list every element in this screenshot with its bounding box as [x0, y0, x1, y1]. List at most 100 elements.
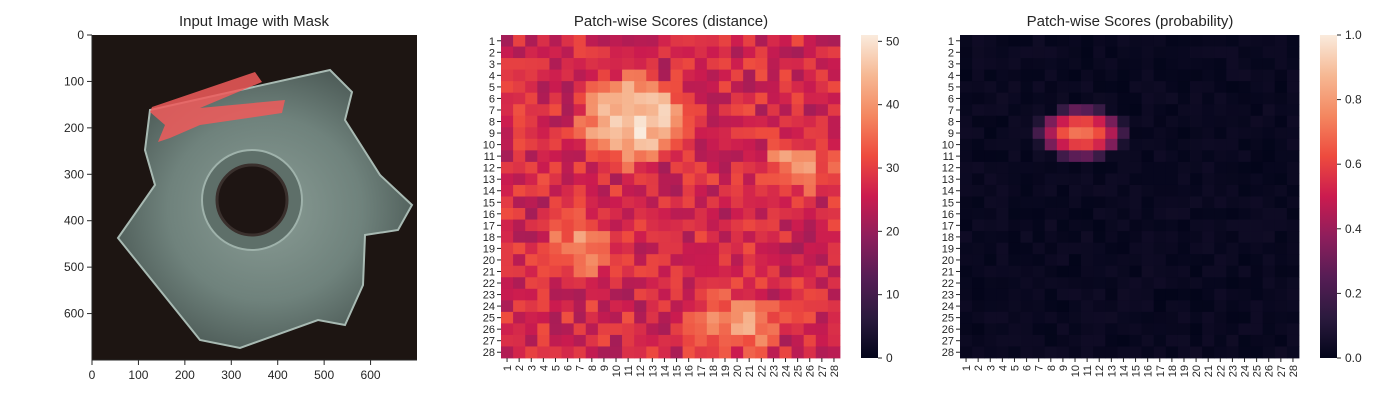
heatmap-cell	[1250, 334, 1264, 347]
heatmap-cell	[1068, 150, 1082, 163]
heatmap-cell	[1141, 288, 1155, 301]
heatmap-cell	[634, 208, 647, 220]
heatmap-cell	[1165, 277, 1179, 290]
y-tick-label: 28	[483, 347, 495, 359]
distance-heatmap-cells	[501, 35, 841, 359]
heatmap-cell	[670, 242, 684, 255]
heatmap-cell	[573, 254, 587, 267]
heatmap-cell	[1093, 127, 1106, 140]
heatmap-cell	[525, 288, 538, 301]
heatmap-cell	[1177, 92, 1191, 105]
heatmap-cell	[1153, 150, 1167, 163]
heatmap-cell	[767, 104, 780, 117]
heatmap-cell	[767, 219, 780, 232]
heatmap-cell	[1105, 138, 1118, 151]
heatmap-cell	[1032, 92, 1046, 105]
heatmap-cell	[996, 311, 1009, 324]
heatmap-cell	[525, 196, 538, 209]
heatmap-cell	[585, 219, 599, 232]
heatmap-cell	[1214, 138, 1227, 151]
heatmap-cell	[646, 323, 659, 336]
heatmap-cell	[658, 196, 671, 209]
heatmap-cell	[1165, 208, 1179, 220]
heatmap-cell	[743, 323, 756, 336]
heatmap-cell	[1093, 288, 1106, 301]
heatmap-cell	[1165, 288, 1179, 301]
heatmap-cell	[609, 161, 623, 174]
heatmap-cell	[1226, 300, 1239, 313]
heatmap-cell	[1044, 115, 1058, 128]
heatmap-cell	[609, 254, 623, 267]
heatmap-cell	[1214, 231, 1227, 244]
heatmap-cell	[1008, 173, 1021, 186]
heatmap-cell	[1250, 311, 1264, 324]
heatmap-cell	[960, 265, 973, 278]
heatmap-cell	[767, 115, 780, 128]
heatmap-cell	[1202, 288, 1215, 301]
heatmap-cell	[597, 219, 611, 232]
heatmap-cell	[1117, 300, 1130, 313]
heatmap-cell	[634, 254, 647, 267]
heatmap-cell	[1056, 208, 1070, 220]
heatmap-cell	[1177, 277, 1191, 290]
heatmap-cell	[646, 311, 659, 324]
heatmap-cell	[1008, 346, 1021, 359]
heatmap-cell	[815, 208, 829, 220]
heatmap-cell	[694, 265, 708, 278]
heatmap-cell	[1274, 346, 1288, 359]
heatmap-cell	[694, 92, 708, 105]
x-tick-label: 28	[829, 365, 841, 377]
heatmap-cell	[622, 254, 635, 267]
heatmap-cell	[743, 288, 756, 301]
heatmap-cell	[622, 277, 635, 290]
heatmap-cell	[718, 161, 732, 174]
x-tick-label: 24	[781, 365, 793, 377]
heatmap-cell	[1286, 92, 1300, 105]
heatmap-cell	[996, 138, 1009, 151]
heatmap-cell	[1032, 46, 1046, 59]
heatmap-cell	[1056, 334, 1070, 347]
heatmap-cell	[1093, 242, 1106, 255]
heatmap-cell	[1165, 242, 1179, 255]
heatmap-cell	[658, 150, 671, 163]
heatmap-cell	[634, 242, 647, 255]
heatmap-cell	[960, 69, 973, 82]
heatmap-cell	[755, 219, 768, 232]
heatmap-cell	[561, 69, 575, 82]
heatmap-cell	[815, 92, 829, 105]
heatmap-cell	[1177, 58, 1191, 71]
heatmap-cell	[803, 46, 817, 59]
heatmap-cell	[1214, 323, 1227, 336]
heatmap-cell	[658, 346, 671, 359]
heatmap-cell	[1081, 300, 1094, 313]
heatmap-cell	[682, 242, 696, 255]
heatmap-cell	[743, 161, 756, 174]
heatmap-cell	[561, 184, 575, 197]
heatmap-cell	[803, 288, 817, 301]
heatmap-cell	[682, 196, 696, 209]
heatmap-cell	[1141, 173, 1155, 186]
heatmap-cell	[827, 58, 841, 71]
heatmap-cell	[1020, 138, 1034, 151]
heatmap-cell	[731, 231, 744, 244]
heatmap-cell	[549, 150, 562, 163]
heatmap-cell	[731, 81, 744, 94]
heatmap-cell	[718, 150, 732, 163]
heatmap-cell	[1117, 334, 1130, 347]
x-tick-label: 12	[635, 365, 647, 377]
heatmap-cell	[1190, 277, 1203, 290]
y-tick-label: 12	[942, 163, 954, 175]
heatmap-cell	[549, 254, 562, 267]
heatmap-cell	[1093, 265, 1106, 278]
heatmap-cell	[1153, 69, 1167, 82]
heatmap-cell	[1008, 115, 1021, 128]
heatmap-cell	[1214, 46, 1227, 59]
heatmap-cell	[803, 161, 817, 174]
heatmap-cell	[1105, 115, 1118, 128]
heatmap-cell	[1177, 161, 1191, 174]
heatmap-cell	[1165, 265, 1179, 278]
heatmap-cell	[1250, 254, 1264, 267]
heatmap-cell	[791, 115, 805, 128]
heatmap-cell	[670, 196, 684, 209]
heatmap-cell	[670, 35, 684, 47]
